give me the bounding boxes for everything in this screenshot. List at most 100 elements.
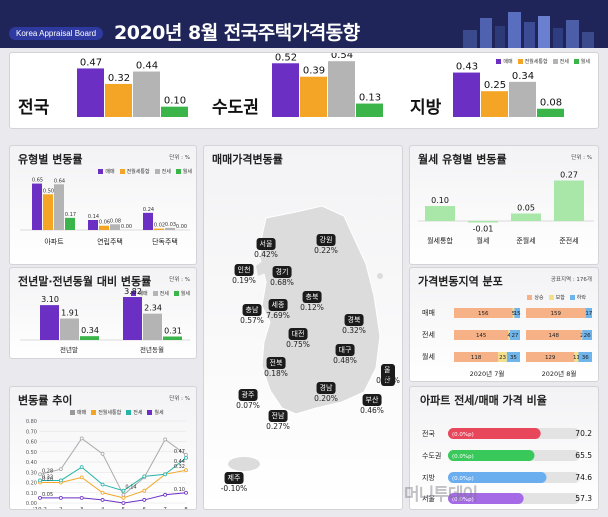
map-region-value: 0.20% bbox=[314, 394, 338, 403]
type-change-unit: 단위 : % bbox=[169, 155, 190, 161]
distribution-count-label: 118 bbox=[471, 355, 482, 361]
prev-compare-category-label: 전년동월 bbox=[140, 345, 164, 354]
map-region-value: 0.75% bbox=[286, 340, 310, 349]
trend-start-label: 0.05 bbox=[42, 492, 53, 498]
monthly-type-panel: 월세 유형별 변동률 단위 : % 0.10 월세통합 -0.01 월세 0.05 준월세… bbox=[409, 145, 599, 265]
trend-point bbox=[58, 467, 63, 472]
korea-map-shape bbox=[228, 205, 383, 471]
distribution-segment bbox=[585, 308, 592, 318]
apt-ratio-change-label: (0.0%p) bbox=[452, 476, 474, 482]
prev-compare-bar bbox=[163, 336, 182, 340]
map-region-name: 대전 bbox=[288, 328, 308, 340]
map-region-name: 부산 bbox=[362, 394, 382, 406]
trend-series-line bbox=[40, 469, 187, 499]
prev-compare-unit: 단위 : % bbox=[169, 277, 190, 283]
trend-panel: 변동률 추이 단위 : % 매매 전월세통합 전세 월세 0.00 0.10 0.2… bbox=[9, 386, 197, 510]
summary-panel: 매매 전월세통합 전세 월세 전국 0.47 0.32 0.44 0.10 수도권 0.52… bbox=[9, 52, 599, 129]
summary-bar bbox=[105, 83, 132, 117]
map-region-name: 경북 bbox=[344, 314, 364, 326]
type-change-value-label: 0.24 bbox=[143, 207, 154, 213]
prev-compare-value-label: 1.91 bbox=[61, 309, 79, 318]
type-change-value-label: 0.08 bbox=[110, 218, 121, 224]
map-region-name: 인천 bbox=[234, 264, 254, 276]
type-change-panel: 유형별 변동률 단위 : % 매매 전월세통합 전세 월세 0.65 0.50 0.… bbox=[9, 145, 197, 265]
distribution-column-label: 2020년 7월 bbox=[470, 369, 505, 378]
x-tick-label: '19.2 bbox=[33, 507, 47, 510]
apt-ratio-panel: 아파트 전세/매매 가격 비율 전국 (0.0%p) 70.2 수도권 (0.0%p) 6… bbox=[409, 386, 599, 510]
summary-value-label: 0.25 bbox=[484, 80, 506, 91]
prev-compare-bar bbox=[40, 305, 59, 340]
trend-series-line bbox=[40, 457, 187, 492]
prev-compare-panel: 전년말·전년동월 대비 변동률 단위 : % 매매 전세 월세 3.10 1.91… bbox=[9, 267, 197, 359]
trend-point bbox=[121, 492, 126, 497]
type-change-category-label: 아파트 bbox=[44, 237, 64, 246]
type-change-value-label: 0.02 bbox=[154, 223, 165, 229]
monthly-type-chart: 0.10 월세통합 -0.01 월세 0.05 준월세 0.27 준전세 bbox=[418, 171, 594, 245]
apt-ratio-bar bbox=[448, 472, 547, 483]
apt-ratio-bar bbox=[448, 428, 541, 439]
type-change-bar bbox=[88, 220, 98, 230]
distribution-segment bbox=[514, 308, 520, 318]
trend-line-chart: 0.00 0.10 0.20 0.30 0.40 0.50 0.60 0.70 0.80 '19.… bbox=[26, 419, 188, 510]
type-change-bar bbox=[43, 194, 53, 230]
distribution-segment bbox=[454, 330, 509, 340]
map-region-value: -0.10% bbox=[220, 484, 248, 493]
distribution-row-label: 매매 bbox=[422, 309, 435, 317]
y-tick-label: 0.80 bbox=[26, 419, 37, 425]
map-region-value: 0.48% bbox=[333, 356, 357, 365]
trend-unit: 단위 : % bbox=[169, 396, 190, 402]
distribution-segment bbox=[578, 352, 592, 362]
summary-bar-chart: 전국 0.47 0.32 0.44 0.10 수도권 0.52 0.39 0.54 0.13 지방 0… bbox=[18, 53, 564, 118]
apt-ratio-title: 아파트 전세/매매 가격 비율 bbox=[420, 394, 547, 407]
summary-bar bbox=[161, 106, 188, 117]
distribution-segment bbox=[506, 352, 520, 362]
trend-point bbox=[121, 495, 126, 500]
distribution-count-label: 15 bbox=[514, 311, 521, 317]
apt-ratio-change-label: (0.0%p) bbox=[452, 454, 474, 460]
x-tick-label: 5 bbox=[122, 507, 126, 510]
y-tick-label: 0.40 bbox=[26, 460, 37, 466]
monthly-type-value-label: 0.27 bbox=[560, 171, 578, 180]
monthly-type-bar bbox=[468, 221, 498, 223]
trend-point bbox=[142, 474, 147, 479]
map-region-value: 0.18% bbox=[264, 369, 288, 378]
trend-title: 변동률 추이 bbox=[18, 394, 73, 407]
apt-ratio-bar bbox=[448, 450, 535, 461]
trend-start-label: 0.28 bbox=[42, 468, 53, 474]
distribution-segment bbox=[526, 352, 575, 362]
apt-ratio-region-label: 전국 bbox=[422, 429, 435, 438]
trend-point bbox=[58, 478, 63, 483]
trend-start-label: 0.22 bbox=[42, 474, 53, 480]
map-region-value: 0.12% bbox=[300, 303, 324, 312]
monthly-type-bar bbox=[511, 213, 541, 221]
distribution-count-label: 35 bbox=[510, 355, 517, 361]
map-region-value: 7.69% bbox=[266, 311, 290, 320]
trend-series-line bbox=[40, 492, 187, 504]
type-change-value-label: 0.00 bbox=[121, 224, 132, 230]
summary-value-label: 0.44 bbox=[136, 61, 158, 72]
apt-ratio-bar bbox=[448, 493, 524, 504]
distribution-count-label: 26 bbox=[584, 333, 591, 339]
monthly-type-category-label: 준전세 bbox=[559, 236, 578, 245]
trend-point bbox=[184, 456, 188, 460]
summary-value-label: 0.39 bbox=[303, 66, 325, 77]
trend-point bbox=[100, 451, 105, 456]
type-change-category-label: 연립주택 bbox=[97, 237, 123, 246]
apt-ratio-change-label: (0.0%p) bbox=[452, 497, 474, 503]
trend-point bbox=[100, 482, 105, 487]
type-change-bar bbox=[154, 228, 164, 230]
trend-end-label: 0.44 bbox=[174, 459, 185, 465]
map-region-value: 0.22% bbox=[314, 246, 338, 255]
apt-ratio-chart: 전국 (0.0%p) 70.2 수도권 (0.0%p) 65.5 지방 (0.0%p) 74.6… bbox=[422, 428, 592, 504]
map-region-name: 경남 bbox=[316, 382, 336, 394]
map-region-value: 0.68% bbox=[270, 278, 294, 287]
prev-compare-category-label: 전년말 bbox=[60, 345, 78, 354]
distribution-count-label: 27 bbox=[511, 333, 518, 339]
summary-value-label: 0.43 bbox=[456, 62, 478, 73]
trend-point bbox=[100, 490, 105, 495]
trend-point bbox=[142, 498, 147, 502]
summary-bar bbox=[77, 68, 104, 117]
distribution-segment bbox=[509, 330, 520, 340]
